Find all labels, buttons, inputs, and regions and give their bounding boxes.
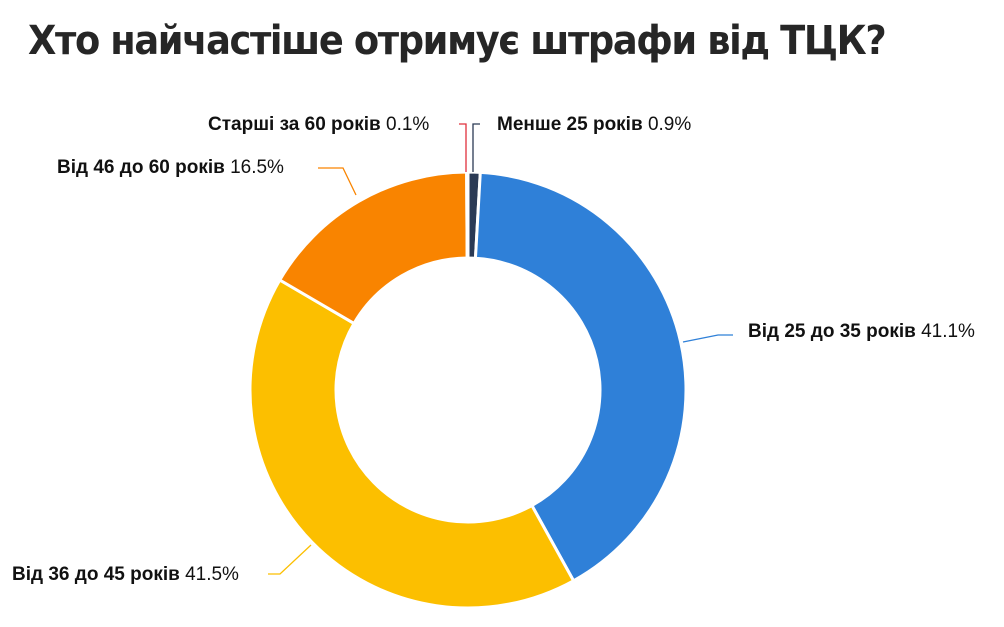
label-name: Старші за 60 років	[208, 114, 381, 135]
leader-line-25-35	[682, 334, 733, 343]
data-label-over-60: Старші за 60 років 0.1%	[208, 114, 429, 136]
donut-slices	[248, 170, 688, 610]
leader-lines	[268, 123, 733, 575]
label-value: 16.5%	[230, 157, 284, 178]
leader-line-46-60	[318, 167, 357, 196]
data-label-36-45: Від 36 до 45 років 41.5%	[12, 564, 239, 586]
leader-line-under-25	[472, 123, 480, 172]
donut-slice	[473, 170, 688, 583]
label-name: Від 46 до 60 років	[57, 157, 225, 178]
chart-title: Хто найчастіше отримує штрафи від ТЦК?	[28, 18, 887, 64]
data-label-under-25: Менше 25 років 0.9%	[497, 114, 691, 136]
donut-slice	[248, 278, 576, 610]
label-name: Від 36 до 45 років	[12, 564, 180, 585]
label-name: Від 25 до 35 років	[748, 321, 916, 342]
data-label-25-35: Від 25 до 35 років 41.1%	[748, 321, 975, 343]
leader-line-36-45	[268, 544, 312, 575]
label-value: 41.1%	[921, 321, 975, 342]
donut-slice	[465, 170, 470, 260]
label-value: 0.1%	[386, 114, 430, 135]
label-name: Менше 25 років	[497, 114, 643, 135]
label-value: 0.9%	[647, 114, 692, 135]
label-value: 41.5%	[185, 564, 239, 585]
leader-line-over-60	[459, 123, 467, 172]
data-label-46-60: Від 46 до 60 років 16.5%	[57, 157, 284, 179]
